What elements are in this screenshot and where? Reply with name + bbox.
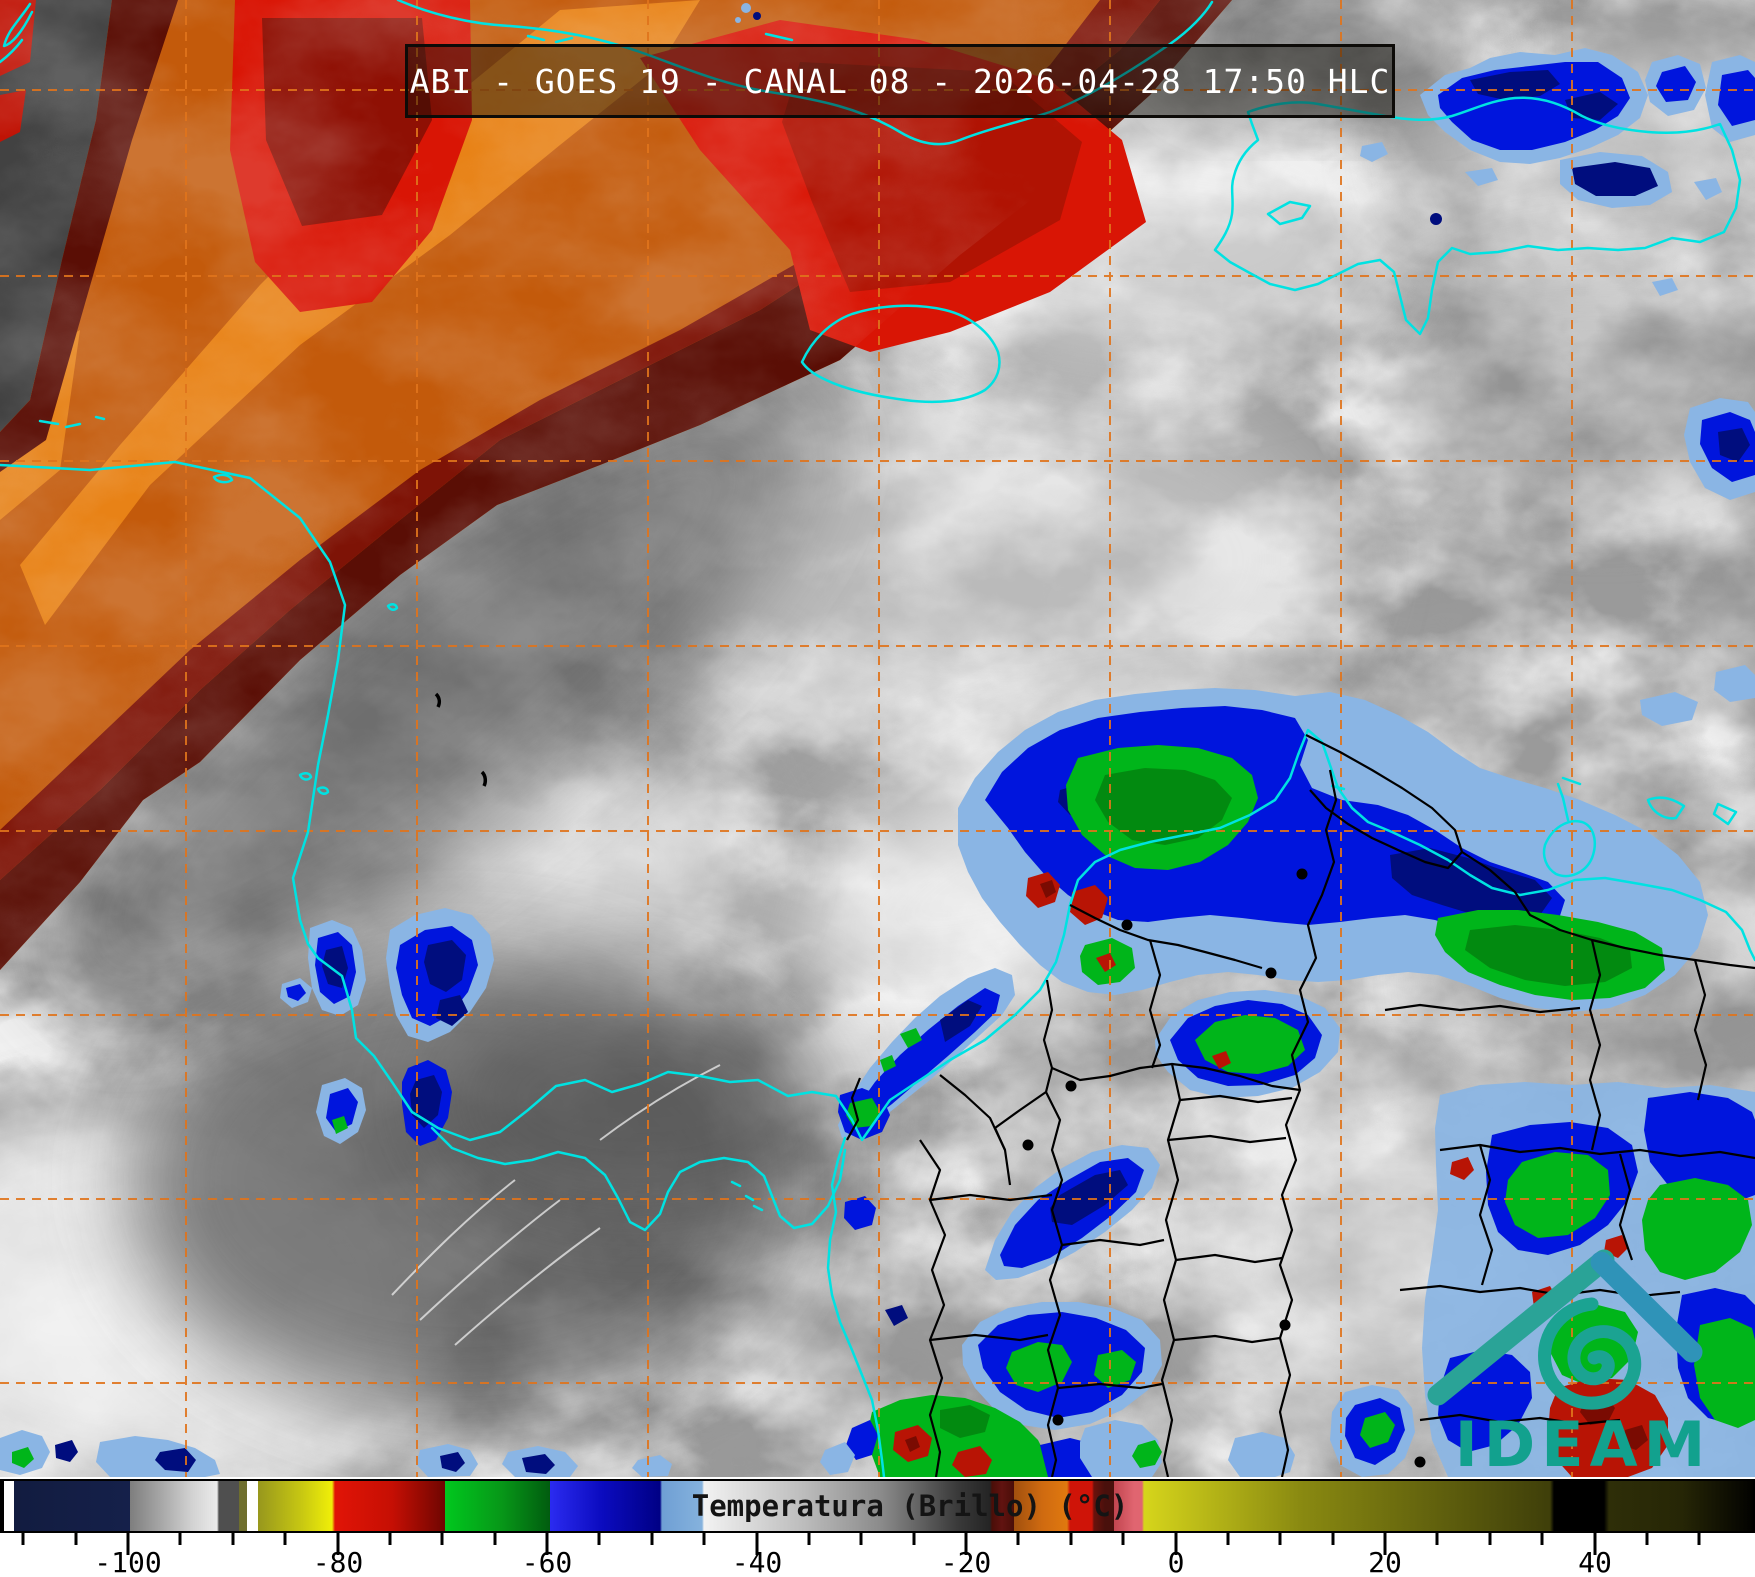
colorbar-tick [493,1533,497,1545]
colorbar-tick [1697,1533,1701,1545]
colorbar-tick [1383,1533,1387,1555]
colorbar-title: Temperatura (Brillo) (°C) [691,1489,1129,1523]
colorbar-tick [755,1533,758,1555]
colorbar-tick [545,1533,549,1555]
coastline-cuba-west [0,2,34,64]
colorbar-tick [1226,1533,1230,1545]
colorbar-tick-label: 0 [1167,1546,1185,1577]
country-borders [434,692,1755,1477]
colorbar-tick [21,1533,25,1545]
colorbar-tick-label: -100 [94,1546,162,1577]
coastline-colombia-pacific [826,1136,886,1477]
colorbar-tick [964,1533,968,1555]
colorbar-tick [859,1533,863,1545]
colorbar-tick [1645,1533,1649,1545]
coastline-lake-maracaibo [1542,782,1596,878]
colorbar-tick [597,1533,601,1545]
title-bar: ABI - GOES 19 - CANAL 08 - 2026-04-28 17… [405,44,1395,118]
coastline-panama-south [430,1126,847,1232]
colorbar-tick [231,1533,235,1545]
wave-streaks [391,1064,721,1346]
colorbar-tick-label: -80 [312,1546,364,1577]
title-text: ABI - GOES 19 - CANAL 08 - 2026-04-28 17… [409,61,1391,101]
colorbar-tick [1540,1533,1544,1545]
colorbar-tick [440,1533,444,1545]
colorbar-tick [1488,1533,1492,1545]
colorbar-tick [1069,1533,1073,1545]
coastlines [0,0,1755,1477]
colorbar-tick [1174,1533,1177,1555]
cloud-field [0,0,1755,1477]
ideam-logo: IDEAM [1427,1249,1712,1477]
ideam-logo-text: IDEAM [1455,1408,1712,1477]
colorbar-tick-label: -60 [521,1546,573,1577]
coastline-central-america [0,460,1755,1142]
colorbar-tick-label: 20 [1368,1546,1402,1577]
colorbar-tick [388,1533,392,1545]
colorbar-tick [912,1533,916,1545]
colorbar-tick [1331,1533,1335,1545]
colorbar-tick-label: -20 [940,1546,992,1577]
colorbar-tick [1278,1533,1282,1545]
colorbar-tick [807,1533,811,1545]
satellite-map: IDEAM [0,0,1755,1477]
colorbar-tick [336,1533,339,1555]
ideam-spiral [1538,1297,1642,1410]
colorbar-ticks [0,1533,1755,1557]
colorbar-tick [702,1533,706,1545]
latlon-grid [0,0,1755,1477]
coastline-gonave [1266,200,1312,226]
colorbar-tick [1593,1533,1596,1555]
colorbar-tick [126,1533,130,1555]
colorbar-tick-label: 40 [1578,1546,1612,1577]
colorbar-panel: Temperatura (Brillo) (°C) -100 -80 -60 -… [0,1477,1755,1577]
colorbar-tick [178,1533,182,1545]
colorbar-tick [283,1533,287,1545]
coastline-islands [1330,776,1738,826]
colorbar-tick [1016,1533,1020,1545]
satellite-image: IDEAM [0,0,1755,1477]
colorbar-gradient [0,1479,1755,1533]
colorbar-tick-label: -40 [731,1546,783,1577]
colorbar-tick [650,1533,654,1545]
coastline-jamaica [800,304,1001,404]
colorbar-tick [1435,1533,1439,1545]
colorbar-tick [74,1533,78,1545]
city-markers [1022,868,1426,1468]
colorbar-tick [1121,1533,1125,1545]
